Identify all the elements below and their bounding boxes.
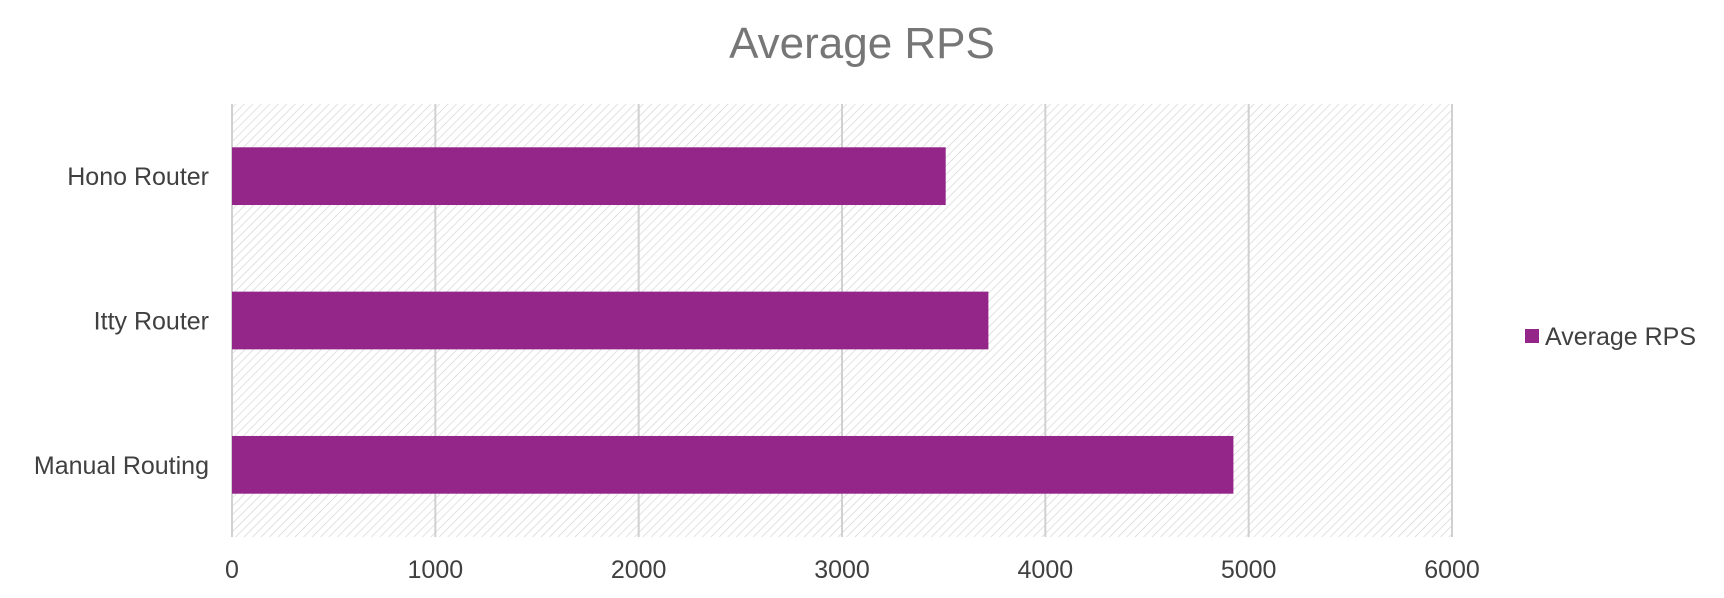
legend: Average RPS — [1525, 323, 1696, 351]
x-tick-label: 0 — [225, 556, 239, 584]
category-label: Hono Router — [67, 163, 209, 191]
bar — [232, 147, 946, 206]
x-tick-label: 3000 — [814, 556, 870, 584]
bar — [232, 435, 1234, 494]
chart-title: Average RPS — [729, 19, 995, 68]
category-label: Manual Routing — [34, 452, 209, 480]
category-labels: Hono Router Itty Router Manual Routing — [34, 163, 209, 480]
x-tick-label: 6000 — [1424, 556, 1480, 584]
x-tick-label: 2000 — [611, 556, 667, 584]
x-tick-label: 1000 — [408, 556, 464, 584]
x-tick-label: 5000 — [1221, 556, 1277, 584]
x-tick-labels: 0 1000 2000 3000 4000 5000 6000 — [225, 556, 1480, 584]
legend-swatch — [1525, 329, 1539, 343]
legend-label: Average RPS — [1545, 323, 1696, 351]
x-tick-label: 4000 — [1018, 556, 1074, 584]
bars — [232, 147, 1234, 494]
category-label: Itty Router — [94, 308, 209, 336]
bar — [232, 291, 989, 350]
